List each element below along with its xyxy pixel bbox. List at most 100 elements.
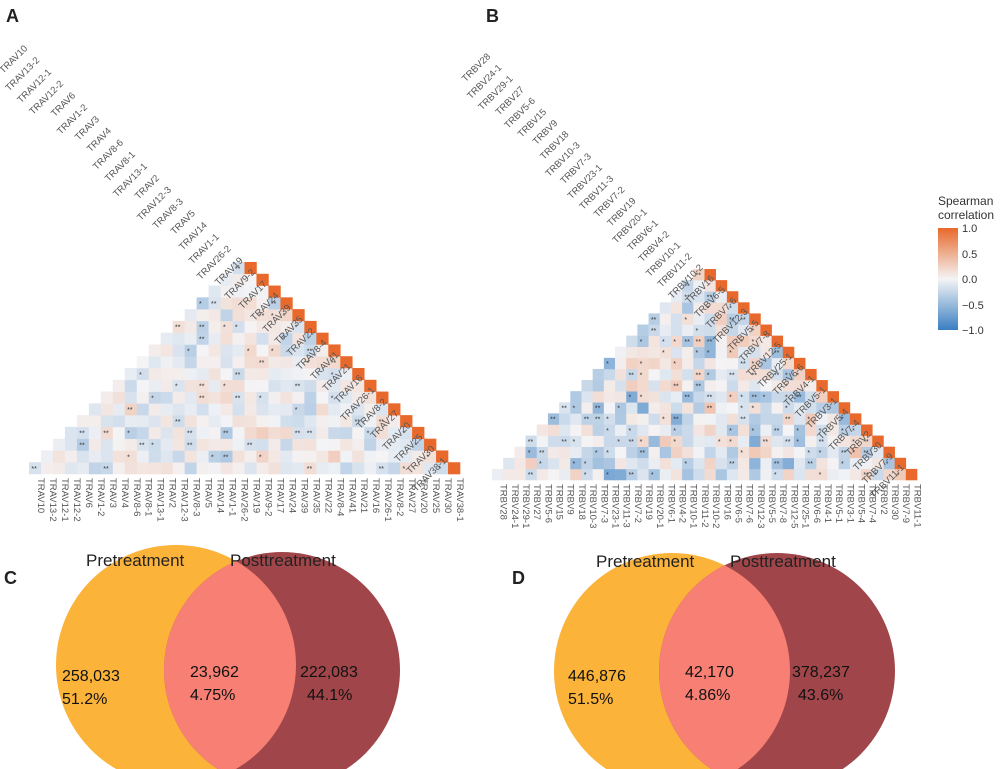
heatmap-a-significance-mark: * [283, 337, 286, 344]
heatmap-a-cell [196, 450, 209, 463]
heatmap-a-cell [148, 356, 161, 369]
heatmap-b-x-tick-label: TRBV11-3 [621, 484, 632, 528]
heatmap-b-cell [659, 468, 672, 481]
heatmap-a-x-tick-label: TRAV2 [167, 478, 178, 508]
heatmap-a-cell [232, 344, 245, 357]
heatmap-b-significance-mark: * [617, 439, 620, 446]
heatmap-b-significance-mark: * [684, 461, 687, 468]
heatmap-a-cell [208, 332, 221, 345]
venn-c-post-pct: 44.1% [307, 687, 352, 704]
heatmap-a-cell [352, 391, 365, 404]
heatmap-b-cell [849, 424, 862, 436]
heatmap-a-cell [148, 391, 161, 404]
heatmap-b-diagonal-cell [816, 380, 828, 392]
heatmap-b-diagonal-cell [827, 391, 840, 403]
heatmap-a-significance-mark: ** [235, 372, 241, 379]
heatmap-b-x-tick-label: TRBV5-6 [542, 484, 553, 523]
heatmap-a-significance-mark: ** [31, 466, 37, 473]
heatmap-b-significance-mark: * [640, 361, 643, 368]
heatmap-b-significance-mark: * [696, 328, 699, 335]
heatmap-b-cell [581, 457, 593, 470]
heatmap-a-cell [316, 426, 329, 439]
heatmap-b-cell [670, 324, 683, 336]
heatmap-a-cell [292, 391, 305, 404]
heatmap-b-cell [570, 413, 582, 425]
heatmap-a-cell [244, 332, 257, 345]
heatmap-b-cell [570, 446, 582, 459]
heatmap-a-x-tick-label: TRAV30 [442, 478, 453, 513]
heatmap-b-cell [682, 357, 694, 370]
heatmap-a-cell [208, 426, 221, 439]
heatmap-a-cell [64, 450, 78, 463]
heatmap-a-cell [328, 462, 341, 475]
heatmap-b-cell [838, 446, 851, 459]
heatmap-b-cell [816, 391, 828, 403]
heatmap-b-cell [615, 380, 627, 392]
heatmap-b-cell [626, 413, 638, 425]
heatmap-b-cell [682, 368, 694, 381]
heatmap-b-cell [738, 335, 750, 348]
heatmap-b-cell [704, 313, 716, 325]
heatmap-b-cell [816, 446, 828, 459]
heatmap-b-cell [525, 446, 538, 459]
heatmap-b-cell [592, 402, 605, 414]
heatmap-a-cell [256, 403, 269, 416]
heatmap-b-cell [760, 435, 772, 447]
heatmap-a-diagonal-cell [436, 450, 449, 463]
heatmap-a-cell [412, 438, 425, 451]
heatmap-b-x-tick-label: TRBV10-3 [587, 484, 598, 528]
heatmap-b-cell [782, 402, 795, 414]
heatmap-a-x-tick-label: TRAV38-1 [454, 478, 465, 522]
heatmap-b-significance-mark: ** [584, 417, 590, 424]
heatmap-b-significance-mark: * [662, 350, 665, 357]
heatmap-a-cell [136, 379, 150, 392]
venn-d-overlap [659, 553, 790, 769]
heatmap-b-cell [615, 468, 627, 481]
heatmap-a-cell [340, 438, 353, 451]
heatmap-a-cell [196, 368, 209, 381]
heatmap-a-cell [328, 415, 341, 428]
heatmap-a-cell [148, 415, 161, 428]
heatmap-b-cell [726, 402, 739, 414]
heatmap-a-cell [256, 344, 269, 357]
heatmap-b-cell [682, 380, 694, 392]
heatmap-a-cell [316, 438, 329, 451]
heatmap-b-cell [760, 335, 772, 348]
heatmap-a-diagonal-cell [280, 297, 293, 310]
heatmap-a-x-tick-label: TRAV26-1 [382, 478, 393, 522]
heatmap-a-cell [400, 450, 413, 463]
heatmap-b-cell [771, 402, 784, 414]
heatmap-a-significance-mark: * [295, 325, 298, 332]
heatmap-b-cell [715, 313, 728, 325]
color-legend: Spearman correlation 1.0 0.5 0.0 −0.5 −1… [938, 194, 994, 337]
heatmap-a-significance-mark: * [151, 443, 154, 450]
heatmap-a-cell [292, 356, 305, 369]
heatmap-a-x-tick-label: TRAV8-1 [143, 478, 154, 516]
venn-c-post-count: 222,083 [300, 664, 358, 681]
legend-tick-1: 1.0 [962, 223, 977, 235]
heatmap-a-significance-mark: * [235, 325, 238, 332]
heatmap-b-cell [682, 435, 694, 447]
heatmap-a-cell [160, 403, 173, 416]
heatmap-a-cell [316, 462, 329, 475]
heatmap-b-cell [682, 413, 694, 425]
heatmap-a-x-tick-label: TRAV6 [83, 478, 94, 508]
heatmap-a-x-tick-label: TRAV25 [430, 478, 441, 513]
heatmap-a-diagonal-cell [340, 356, 353, 369]
heatmap-a-cell [244, 320, 257, 333]
heatmap-b-x-tick-label: TRBV12-5 [788, 484, 799, 528]
heatmap-b-cell [592, 424, 605, 436]
heatmap-b-cell [704, 324, 716, 336]
heatmap-b-cell [682, 468, 694, 481]
heatmap-a-cell [88, 403, 102, 416]
heatmap-a-diagonal-cell [412, 426, 425, 439]
heatmap-b-x-tick-label: TRBV12-3 [755, 484, 766, 528]
heatmap-b-cell [581, 435, 593, 447]
heatmap-a-significance-mark: * [415, 443, 418, 450]
heatmap-b-cell [648, 402, 661, 414]
heatmap-b-cell [693, 346, 705, 359]
heatmap-b-cell [693, 380, 705, 392]
heatmap-b-cell [782, 424, 795, 436]
heatmap-a-cell [268, 426, 281, 439]
heatmap-a-cell [244, 450, 257, 463]
